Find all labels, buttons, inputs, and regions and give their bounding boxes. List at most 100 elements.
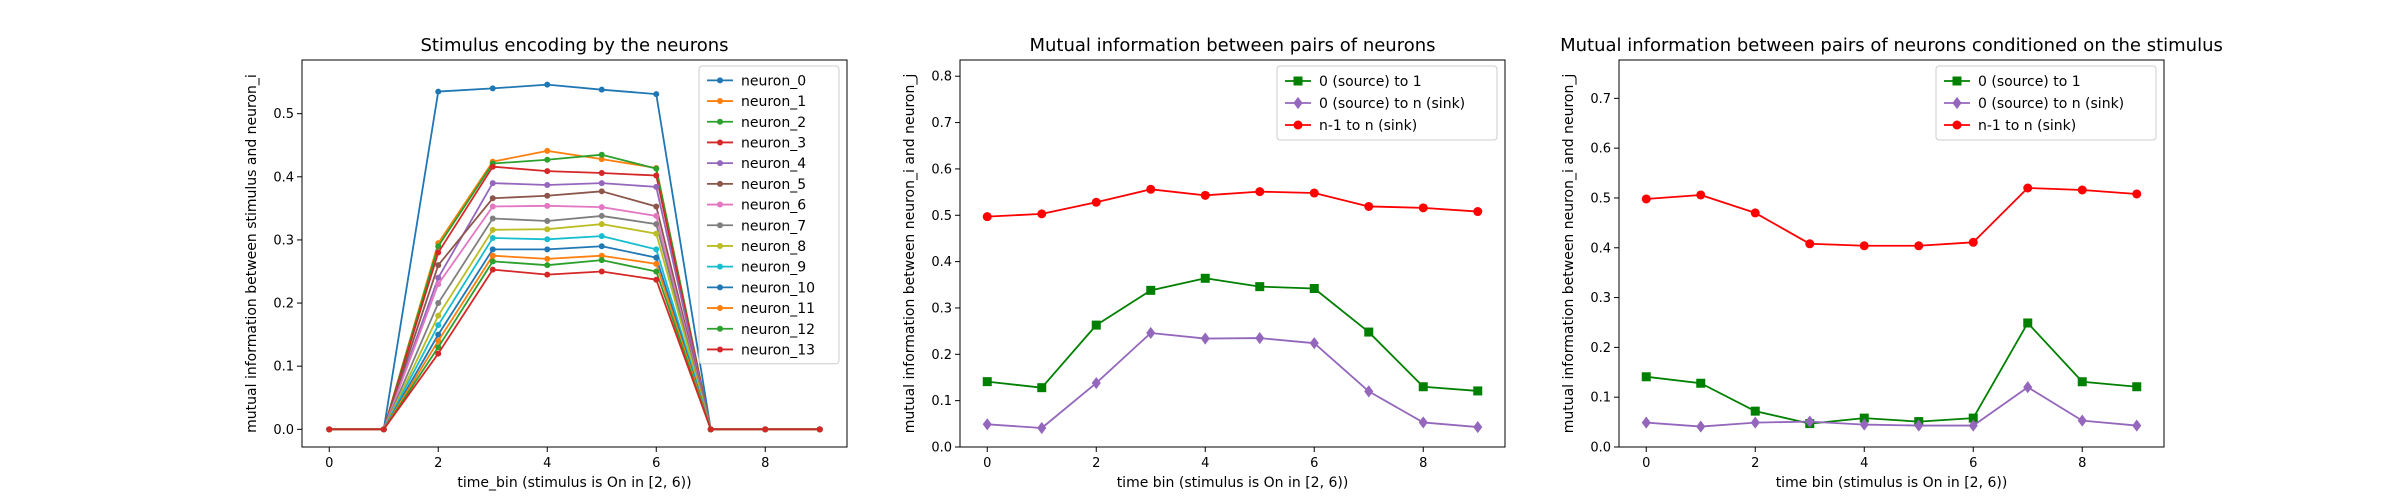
data-point xyxy=(544,192,551,199)
data-point xyxy=(653,230,660,237)
data-point xyxy=(653,172,660,179)
data-point xyxy=(489,180,496,187)
legend-marker xyxy=(717,160,723,167)
data-point xyxy=(2077,185,2087,195)
data-point xyxy=(489,226,496,233)
y-tick-label: 0.5 xyxy=(931,209,952,224)
data-point xyxy=(544,81,551,88)
legend: 0 (source) to 1 0 (source) to n (sink) n-1… xyxy=(1935,65,2157,141)
data-point xyxy=(598,170,605,177)
y-tick-label: 0.2 xyxy=(1590,341,1611,356)
data-point xyxy=(707,426,714,433)
legend-entry: neuron_7 xyxy=(741,218,806,234)
data-point xyxy=(2023,183,2033,193)
data-point xyxy=(1473,420,1483,434)
legend-marker xyxy=(717,325,723,332)
data-point xyxy=(653,254,660,261)
x-tick-label: 4 xyxy=(543,456,551,471)
legend-marker xyxy=(717,222,723,229)
data-point xyxy=(1200,190,1210,200)
x-tick-label: 2 xyxy=(434,456,442,471)
data-point xyxy=(1200,332,1210,345)
data-point xyxy=(1859,241,1869,251)
data-point xyxy=(1968,413,1978,423)
x-tick-label: 8 xyxy=(2078,456,2086,471)
data-point xyxy=(1037,209,1047,219)
data-point xyxy=(489,235,496,242)
data-point xyxy=(1146,326,1156,340)
data-point xyxy=(1091,320,1101,330)
legend-entry: neuron_3 xyxy=(741,135,806,151)
x-tick-label: 8 xyxy=(1419,456,1427,471)
data-point xyxy=(653,221,660,228)
y-tick-label: 0.1 xyxy=(931,394,952,409)
data-point xyxy=(653,268,660,275)
legend-frame xyxy=(698,65,840,365)
legend-entry: neuron_5 xyxy=(741,177,806,193)
legend-marker xyxy=(1952,96,1962,110)
data-point xyxy=(435,312,442,319)
data-point xyxy=(544,255,551,262)
y-tick-label: 0.4 xyxy=(931,255,952,270)
y-tick-label: 0.1 xyxy=(1590,391,1611,406)
legend: 0 (source) to 1 0 (source) to n (sink) n-1… xyxy=(1276,65,1498,141)
data-point xyxy=(598,268,605,275)
series-line-1 xyxy=(1646,322,2137,425)
data-point xyxy=(762,426,769,433)
data-point xyxy=(435,281,442,288)
y-tick-label: 0.5 xyxy=(1590,191,1611,206)
y-tick-label: 0.6 xyxy=(1590,142,1611,157)
legend-entry: n-1 to n (sink) xyxy=(1319,118,1417,134)
data-point xyxy=(1696,190,1706,200)
data-point xyxy=(489,266,496,273)
data-point xyxy=(598,188,605,195)
x-tick-label: 0 xyxy=(325,456,333,471)
data-point xyxy=(326,426,333,433)
data-point xyxy=(598,156,605,163)
legend-marker xyxy=(717,201,723,208)
data-point xyxy=(1641,416,1651,429)
y-tick-label: 0.3 xyxy=(931,301,952,316)
plot-frame xyxy=(1618,59,2165,448)
data-point xyxy=(1255,187,1265,197)
plot-frame xyxy=(959,59,1506,448)
legend-entry: 0 (source) to 1 xyxy=(1978,74,2081,90)
data-point xyxy=(489,85,496,92)
legend-entry: n-1 to n (sink) xyxy=(1978,118,2076,134)
series-line-14 xyxy=(329,268,820,431)
data-point xyxy=(1146,184,1156,194)
data-point xyxy=(982,418,992,431)
x-tick-label: 8 xyxy=(761,456,769,471)
data-point xyxy=(489,203,496,210)
data-point xyxy=(1309,337,1319,350)
y-tick-label: 0.6 xyxy=(931,162,952,177)
data-point xyxy=(1037,383,1047,393)
y-tick-label: 0.0 xyxy=(1590,441,1611,456)
data-point xyxy=(1146,285,1156,295)
data-point xyxy=(1914,419,1924,432)
data-point xyxy=(653,183,660,190)
data-point xyxy=(544,182,551,189)
data-point xyxy=(435,350,442,357)
data-point xyxy=(1750,208,1760,218)
legend-entry: neuron_2 xyxy=(741,115,806,131)
data-point xyxy=(1255,282,1265,292)
chart-title: Mutual information between pairs of neur… xyxy=(1029,35,1435,56)
legend-entry: neuron_12 xyxy=(741,322,815,338)
data-point xyxy=(1859,413,1869,423)
data-point xyxy=(598,212,605,219)
data-point xyxy=(816,426,823,433)
data-point xyxy=(1418,416,1428,429)
legend-entry: neuron_1 xyxy=(741,94,806,110)
chart-title: Stimulus encoding by the neurons xyxy=(420,35,728,56)
x-tick-label: 6 xyxy=(1310,456,1318,471)
data-point xyxy=(1473,207,1483,217)
data-point xyxy=(380,426,387,433)
series-line-1 xyxy=(987,277,1478,392)
data-point xyxy=(489,258,496,265)
data-point xyxy=(653,91,660,98)
data-point xyxy=(544,202,551,209)
data-point xyxy=(544,226,551,233)
legend-frame xyxy=(1276,65,1498,141)
data-point xyxy=(435,274,442,281)
